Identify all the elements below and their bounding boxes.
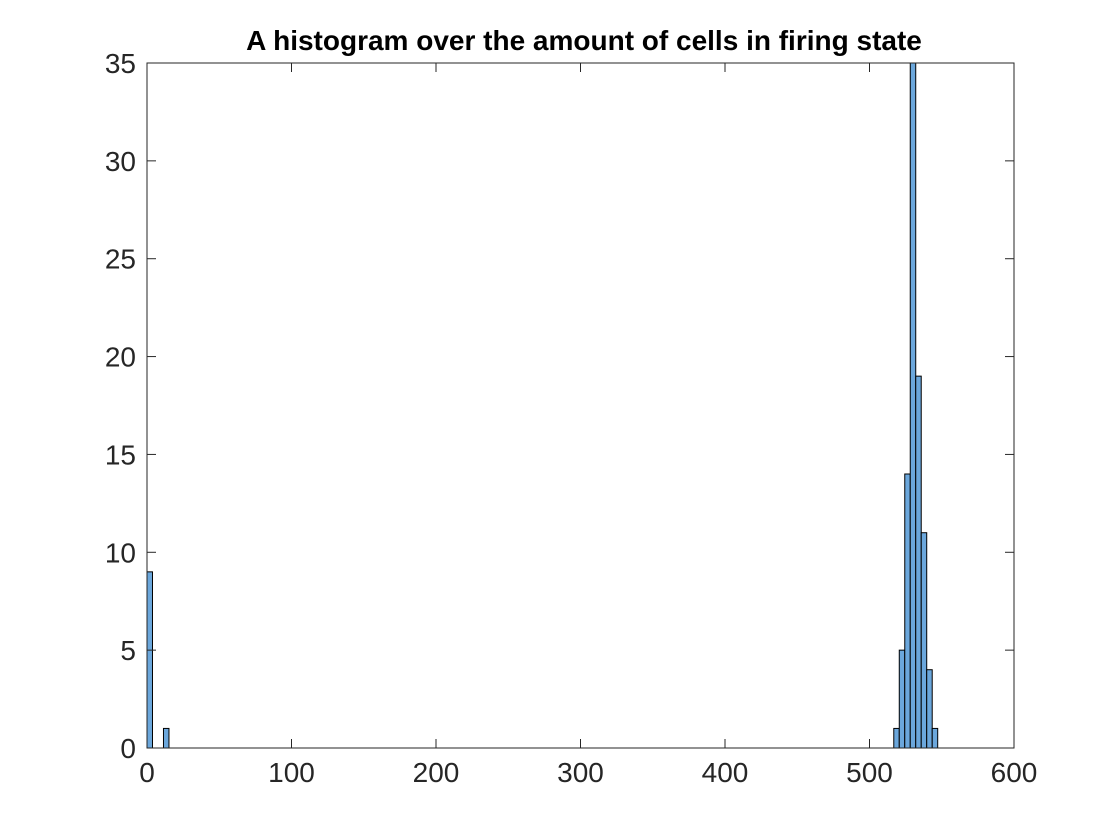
histogram-bar xyxy=(162,727,170,749)
y-tick-label: 35 xyxy=(105,48,136,79)
histogram-bar xyxy=(920,532,928,749)
x-tick-label: 400 xyxy=(702,757,749,788)
y-axis-ticks: 0 5 10 15 20 25 30 35 xyxy=(105,48,1014,764)
histogram-bar xyxy=(898,649,906,749)
y-tick-label: 30 xyxy=(105,146,136,177)
x-tick-label: 600 xyxy=(991,757,1038,788)
x-tick-label: 0 xyxy=(139,757,155,788)
x-axis-ticks: 0 100 200 300 400 500 600 xyxy=(139,63,1037,788)
histogram-bar xyxy=(931,727,939,749)
histogram-bar xyxy=(909,62,917,749)
chart-title: A histogram over the amount of cells in … xyxy=(246,25,922,56)
y-tick-label: 25 xyxy=(105,244,136,275)
histogram-bar xyxy=(146,571,153,749)
y-tick-label: 15 xyxy=(105,439,136,470)
y-tick-label: 5 xyxy=(120,635,136,666)
plot-frame xyxy=(146,62,1015,749)
y-tick-label: 20 xyxy=(105,342,136,373)
x-tick-label: 300 xyxy=(557,757,604,788)
x-tick-label: 200 xyxy=(413,757,460,788)
y-tick-label: 0 xyxy=(120,733,136,764)
axes-group xyxy=(146,62,1015,749)
histogram-bar xyxy=(904,473,911,749)
histogram-bar xyxy=(926,669,933,749)
x-tick-label: 500 xyxy=(846,757,893,788)
bars-group xyxy=(146,62,939,749)
y-tick-label: 10 xyxy=(105,537,136,568)
histogram-bar xyxy=(893,727,900,749)
x-tick-label: 100 xyxy=(268,757,315,788)
histogram-bar xyxy=(915,375,922,749)
